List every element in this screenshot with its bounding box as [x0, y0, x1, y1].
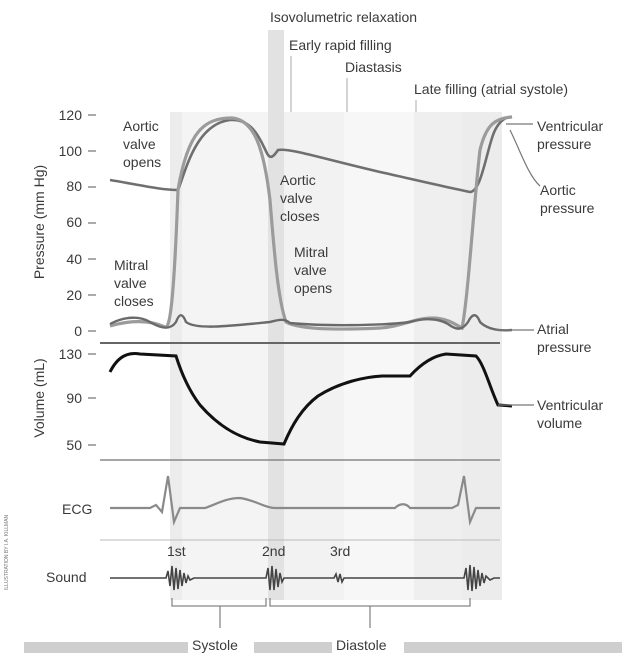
diastole-label: Diastole	[336, 637, 387, 653]
volume-tick-marks	[88, 353, 96, 446]
aortic-valve-opens-label: Aortic valve opens	[123, 118, 163, 170]
cycle-brackets	[171, 598, 471, 628]
volume-axis-title: Volume (mL)	[31, 358, 47, 437]
phase-bands	[170, 30, 502, 600]
atrial-pressure-label: Atrial pressure	[537, 321, 592, 355]
pressure-panel: Pressure (mm Hg) 120 100 80 60 40 20 0 A…	[31, 107, 607, 355]
band-ejection	[182, 112, 272, 600]
ecg-panel: ECG	[62, 475, 500, 527]
mitral-valve-closes-label: Mitral valve closes	[114, 257, 154, 309]
pressure-tick-0: 0	[74, 323, 82, 339]
aortic-pressure-curve	[109, 115, 513, 194]
volume-tick-50: 50	[66, 437, 82, 453]
phase-diastasis: Diastasis	[345, 59, 402, 75]
illustration-credit: ILLUSTRATION BY I.A. KILLMAN	[4, 514, 10, 590]
volume-tick-90: 90	[66, 390, 82, 406]
pressure-tick-40: 40	[66, 251, 82, 267]
ecg-trace	[110, 475, 500, 527]
sound-1st-label: 1st	[167, 543, 186, 559]
phase-late-filling: Late filling (atrial systole)	[414, 81, 568, 97]
phonocardiogram-trace	[110, 564, 500, 592]
pressure-tick-120: 120	[59, 107, 83, 123]
pressure-tick-80: 80	[66, 178, 82, 194]
sound-label: Sound	[46, 569, 86, 585]
ventricular-volume-label: Ventricular volume	[537, 397, 607, 431]
volume-panel: Volume (mL) 130 90 50 Ventricular volume	[31, 346, 607, 453]
ventricular-volume-curve	[108, 352, 513, 446]
cycle-baseline-bar	[24, 642, 622, 653]
aortic-valve-closes-label: Aortic valve closes	[280, 172, 320, 224]
band-early-filling	[284, 112, 344, 600]
pressure-leader-lines	[496, 123, 541, 331]
aortic-pressure-label: Aortic pressure	[540, 182, 595, 216]
sound-3rd-label: 3rd	[330, 543, 350, 559]
pressure-tick-20: 20	[66, 287, 82, 303]
ventricular-pressure-curve	[109, 115, 513, 331]
band-isovolumetric-relaxation	[268, 30, 284, 600]
pressure-tick-100: 100	[59, 143, 83, 159]
phase-labels: Isovolumetric relaxation Early rapid fil…	[270, 9, 568, 112]
sound-2nd-label: 2nd	[262, 543, 285, 559]
ecg-label: ECG	[62, 501, 92, 517]
phase-isovolumetric-relaxation: Isovolumetric relaxation	[270, 9, 417, 25]
volume-tick-130: 130	[59, 346, 83, 362]
systole-bracket	[171, 598, 267, 607]
pressure-axis-title: Pressure (mm Hg)	[31, 165, 47, 279]
diastole-label-bg	[332, 634, 404, 653]
sound-panel: Sound 1st 2nd 3rd	[46, 543, 500, 592]
pressure-tick-60: 60	[66, 214, 82, 230]
systole-label-bg	[188, 634, 254, 653]
ventricular-pressure-label: Ventricular pressure	[537, 118, 607, 152]
mitral-valve-opens-label: Mitral valve opens	[294, 244, 332, 296]
phase-early-rapid-filling: Early rapid filling	[289, 37, 392, 53]
band-diastasis	[344, 112, 414, 600]
systole-label: Systole	[192, 637, 238, 653]
atrial-pressure-curve	[109, 314, 513, 332]
pressure-tick-marks	[88, 114, 96, 332]
